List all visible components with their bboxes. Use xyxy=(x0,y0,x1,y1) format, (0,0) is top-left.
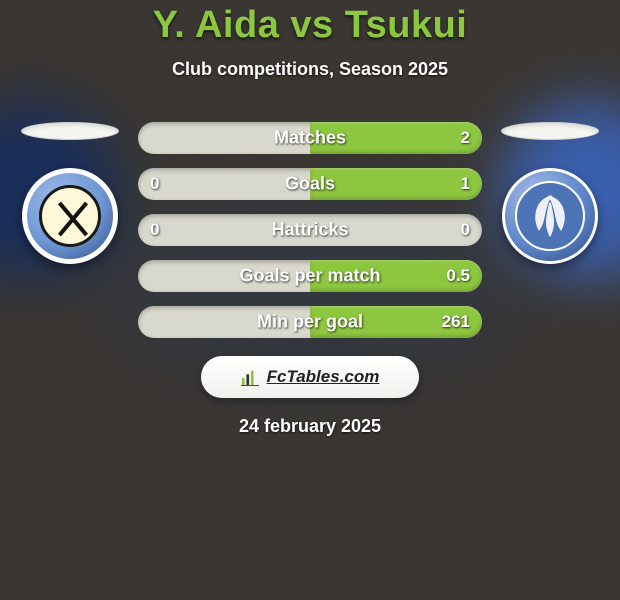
stat-value-left: 0 xyxy=(150,220,159,240)
stat-label: Min per goal xyxy=(257,312,363,333)
mito-hollyhock-badge xyxy=(502,168,598,264)
stat-label: Matches xyxy=(274,128,346,149)
stat-row-goals_per_match: Goals per match 0.5 xyxy=(138,260,482,292)
stat-row-min_per_goal: Min per goal 261 xyxy=(138,306,482,338)
player-left-column xyxy=(10,122,130,264)
stat-value-right: 2 xyxy=(461,128,470,148)
stat-label: Hattricks xyxy=(271,220,348,241)
stat-row-goals: 0 Goals 1 xyxy=(138,168,482,200)
player-right-avatar-placeholder xyxy=(501,122,599,140)
stat-value-right: 261 xyxy=(442,312,470,332)
subtitle: Club competitions, Season 2025 xyxy=(172,59,448,80)
promo-text: FcTables.com xyxy=(267,367,380,387)
fctables-link[interactable]: FcTables.com xyxy=(201,356,419,398)
stat-label: Goals per match xyxy=(239,266,380,287)
stat-value-right: 0 xyxy=(461,220,470,240)
page-title: Y. Aida vs Tsukui xyxy=(153,4,468,47)
player-right-column xyxy=(490,122,610,264)
stat-label: Goals xyxy=(285,174,335,195)
stat-value-left: 0 xyxy=(150,174,159,194)
club-crest-icon xyxy=(515,181,585,251)
stat-value-right: 1 xyxy=(461,174,470,194)
stats-area: Matches 2 0 Goals 1 0 Hattricks 0 Goals per matc… xyxy=(0,122,620,338)
jubilo-iwata-badge xyxy=(22,168,118,264)
bar-chart-icon xyxy=(241,368,259,386)
stat-row-matches: Matches 2 xyxy=(138,122,482,154)
stat-bars: Matches 2 0 Goals 1 0 Hattricks 0 Goals per matc… xyxy=(138,122,482,338)
comparison-date: 24 february 2025 xyxy=(239,416,381,437)
stat-row-hattricks: 0 Hattricks 0 xyxy=(138,214,482,246)
stat-value-right: 0.5 xyxy=(446,266,470,286)
fill-right xyxy=(310,168,482,200)
player-left-avatar-placeholder xyxy=(21,122,119,140)
club-crest-icon xyxy=(39,185,101,247)
comparison-card: Y. Aida vs Tsukui Club competitions, Sea… xyxy=(0,0,620,580)
